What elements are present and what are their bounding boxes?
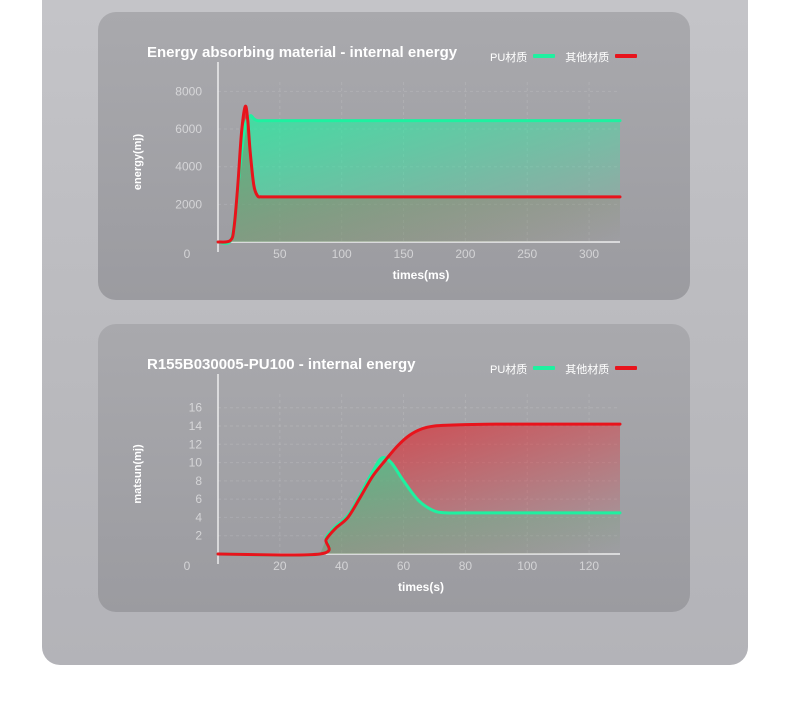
y-tick-label: 16 bbox=[189, 401, 203, 415]
series-line-1 bbox=[216, 422, 622, 557]
x-tick-label: 0 bbox=[184, 559, 191, 573]
legend-label-pu: PU材质 bbox=[490, 364, 528, 376]
y-tick-label: 14 bbox=[189, 419, 203, 433]
x-tick-label: 150 bbox=[394, 247, 414, 261]
y-tick-label: 12 bbox=[189, 437, 203, 451]
y-tick-label: 8 bbox=[195, 474, 202, 488]
x-tick-label: 40 bbox=[335, 559, 349, 573]
y-tick-label: 4000 bbox=[175, 160, 202, 174]
legend-label-other: 其他材质 bbox=[565, 52, 610, 64]
chart-legend: PU材质 其他材质 bbox=[490, 361, 647, 376]
x-axis-label: times(s) bbox=[397, 580, 444, 594]
y-tick-label: 2000 bbox=[175, 197, 202, 211]
legend-swatch-other bbox=[615, 54, 638, 58]
y-tick-label: 4 bbox=[195, 510, 202, 524]
chart-canvas: 2000 4000 6000 8000 0 50 100 150 200 250 300 bbox=[175, 62, 622, 261]
chart-canvas: 2 4 6 8 10 12 14 16 0 20 40 60 80 100 120 bbox=[184, 374, 622, 573]
y-tick-label: 8000 bbox=[175, 84, 202, 98]
x-axis-label: times(ms) bbox=[392, 268, 450, 282]
y-axis-label: energy(mj) bbox=[132, 133, 144, 191]
chart-legend: PU材质 其他材质 bbox=[490, 49, 647, 64]
chart-panel-energy: 2000 4000 6000 8000 0 50 100 150 200 250 300 Energ… bbox=[98, 12, 690, 300]
chart-panel-matsun: 2 4 6 8 10 12 14 16 0 20 40 60 80 100 120 R155B030005-… bbox=[98, 324, 690, 612]
x-tick-label: 120 bbox=[579, 559, 599, 573]
legend-label-other: 其他材质 bbox=[565, 364, 610, 376]
series-area bbox=[218, 458, 620, 554]
x-tick-label: 20 bbox=[273, 559, 287, 573]
legend-label-pu: PU材质 bbox=[490, 52, 528, 64]
series-area bbox=[218, 115, 620, 242]
legend-swatch-other bbox=[615, 366, 638, 370]
y-tick-label: 6 bbox=[195, 492, 202, 506]
x-tick-label: 0 bbox=[184, 247, 191, 261]
x-tick-label: 100 bbox=[517, 559, 537, 573]
x-tick-label: 80 bbox=[459, 559, 473, 573]
legend-swatch-pu bbox=[533, 366, 556, 370]
series-line-1 bbox=[216, 104, 622, 244]
x-tick-label: 200 bbox=[455, 247, 475, 261]
chart-title: Energy absorbing material - internal ene… bbox=[147, 44, 458, 61]
y-tick-label: 6000 bbox=[175, 122, 202, 136]
y-tick-label: 10 bbox=[189, 456, 203, 470]
x-tick-label: 250 bbox=[517, 247, 537, 261]
x-tick-label: 300 bbox=[579, 247, 599, 261]
x-tick-label: 50 bbox=[273, 247, 287, 261]
y-tick-label: 2 bbox=[195, 529, 202, 543]
legend-swatch-pu bbox=[533, 54, 556, 58]
x-tick-label: 60 bbox=[397, 559, 411, 573]
chart-title: R155B030005-PU100 - internal energy bbox=[147, 356, 416, 373]
x-tick-label: 100 bbox=[332, 247, 352, 261]
y-axis-label: matsun(mj) bbox=[132, 444, 144, 504]
